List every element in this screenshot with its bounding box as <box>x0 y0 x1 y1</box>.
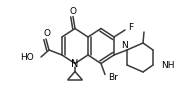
Text: N: N <box>71 59 79 69</box>
Text: HO: HO <box>20 52 33 62</box>
Text: O: O <box>70 7 76 16</box>
Text: F: F <box>128 22 133 32</box>
Text: O: O <box>44 29 50 38</box>
Text: N: N <box>122 41 128 49</box>
Text: Br: Br <box>108 74 118 83</box>
Text: NH: NH <box>161 60 174 70</box>
